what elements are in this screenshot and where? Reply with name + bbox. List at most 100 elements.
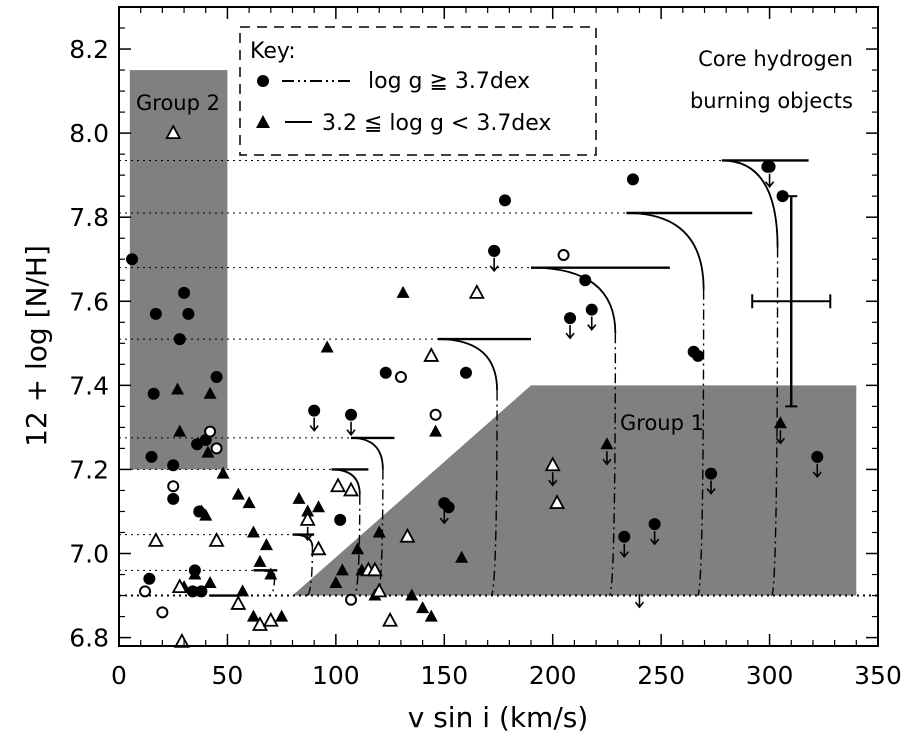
y-tick-label: 8.0 — [69, 119, 109, 148]
upper-limit-arrow — [602, 451, 612, 466]
y-tick-label: 7.6 — [69, 287, 109, 316]
point-triangle-filled — [424, 609, 438, 622]
point-circle-open — [557, 249, 570, 262]
point-circle-open — [429, 408, 442, 421]
track-curve-dashdot — [490, 390, 498, 597]
point-triangle-filled — [246, 525, 260, 538]
legend: Key: log g ≧ 3.7dex 3.2 ≦ log g < 3.7dex — [239, 26, 597, 156]
point-circle-filled — [438, 497, 451, 510]
track-curve-solid — [437, 338, 498, 391]
point-triangle-open — [366, 561, 383, 577]
point-circle-filled — [167, 459, 180, 472]
point-triangle-filled — [253, 554, 267, 567]
upper-limit-arrow — [812, 463, 822, 479]
point-triangle-open — [310, 540, 327, 556]
point-circle-filled — [488, 244, 501, 257]
point-triangle-open — [171, 578, 188, 594]
point-triangle-filled — [246, 609, 260, 622]
point-circle-filled — [345, 408, 358, 421]
point-circle-filled — [776, 190, 789, 203]
corner-label-line-2: burning objects — [690, 89, 853, 113]
point-circle-open — [156, 606, 169, 619]
point-triangle-filled — [201, 445, 215, 458]
point-circle-filled — [379, 366, 392, 379]
track-curve-solid — [626, 212, 705, 290]
upper-limit-arrow — [489, 257, 499, 273]
y-tick-label: 7.2 — [69, 455, 109, 484]
point-circle-filled — [579, 274, 592, 287]
point-triangle-filled — [199, 508, 213, 521]
point-circle-filled — [705, 467, 718, 480]
point-triangle-open — [251, 616, 268, 631]
point-triangle-open — [423, 347, 440, 362]
point-circle-filled — [186, 585, 199, 598]
point-triangle-filled — [372, 525, 386, 538]
point-circle-filled — [499, 194, 512, 207]
point-circle-filled — [143, 572, 156, 585]
point-triangle-filled — [455, 550, 469, 563]
upper-limit-arrow — [775, 430, 786, 445]
upper-limit-arrow — [565, 325, 575, 340]
track-curve-solid — [331, 468, 361, 495]
track-curve-solid — [721, 159, 779, 248]
point-triangle-filled — [600, 437, 614, 450]
point-circle-open — [204, 425, 217, 438]
point-triangle-filled — [301, 504, 315, 517]
x-tick-label: 150 — [420, 661, 468, 690]
x-axis-title: v sin i (km/s) — [408, 701, 589, 734]
point-triangle-filled — [216, 466, 230, 479]
point-circle-filled — [195, 585, 208, 598]
evolution-tracks — [210, 159, 832, 597]
point-triangle-filled — [429, 424, 443, 437]
group-1-label: Group 1 — [620, 411, 704, 435]
point-triangle-open — [173, 632, 190, 648]
plot-frame — [118, 6, 879, 647]
point-triangle-filled — [231, 487, 245, 500]
legend-box — [239, 26, 597, 156]
point-circle-open — [167, 480, 180, 493]
x-tick-label: 200 — [529, 661, 577, 690]
point-triangle-filled — [320, 340, 334, 353]
point-triangle-open — [382, 611, 399, 627]
point-circle-filled — [459, 366, 472, 379]
point-circle-filled — [147, 387, 160, 400]
point-triangle-open — [468, 283, 485, 299]
point-triangle-open — [208, 532, 225, 547]
x-tick-label: 300 — [746, 661, 794, 690]
track-curve-solid — [531, 266, 617, 334]
shaded-regions — [129, 70, 857, 596]
point-triangle-filled — [396, 285, 410, 298]
point-triangle-open — [147, 532, 164, 547]
point-triangle-open — [544, 456, 561, 472]
point-circle-filled — [308, 404, 321, 417]
point-triangle-open — [399, 527, 416, 543]
x-tick-label: 350 — [854, 661, 902, 690]
point-circle-open — [345, 593, 358, 606]
point-circle-filled — [648, 518, 661, 531]
point-circle-open — [139, 585, 152, 598]
point-circle-filled — [334, 513, 347, 526]
point-circle-filled — [585, 303, 598, 316]
point-circle-open — [210, 442, 223, 455]
point-circle-filled — [178, 286, 191, 299]
point-triangle-filled — [188, 567, 202, 580]
upper-limit-arrow — [346, 421, 356, 437]
point-triangle-open — [549, 494, 566, 509]
legend-entry-1: log g ≧ 3.7dex — [368, 69, 530, 94]
corner-label-line-1: Core hydrogen — [698, 47, 853, 71]
upper-limit-arrow — [650, 531, 660, 546]
point-triangle-filled — [335, 563, 349, 576]
point-triangle-filled — [173, 424, 187, 437]
upper-limit-arrow — [619, 543, 629, 558]
point-triangle-filled — [773, 416, 787, 429]
point-triangle-filled — [264, 567, 278, 580]
point-circle-filled — [182, 307, 195, 320]
group-1-region — [292, 385, 857, 596]
track-curve-dashdot — [770, 247, 779, 597]
y-tick-label: 8.2 — [69, 35, 109, 64]
point-triangle-filled — [171, 382, 185, 395]
y-tick-label: 6.8 — [69, 624, 109, 653]
y-tick-label: 7.4 — [69, 371, 109, 400]
y-tick-label: 7.8 — [69, 203, 109, 232]
point-triangle-filled — [351, 542, 365, 555]
